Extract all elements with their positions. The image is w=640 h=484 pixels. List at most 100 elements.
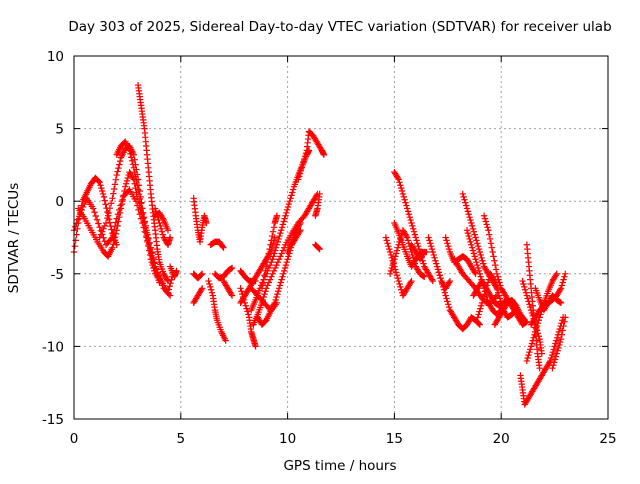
data-point: [557, 299, 565, 307]
data-point: [482, 288, 489, 295]
data-point: [296, 221, 303, 228]
data-point: [495, 276, 502, 283]
data-point: [476, 308, 483, 315]
data-point: [133, 177, 140, 185]
data-point: [119, 196, 126, 203]
data-point: [285, 253, 292, 260]
data-point: [552, 353, 560, 360]
data-point: [478, 254, 485, 262]
data-point: [95, 220, 102, 227]
data-point: [114, 222, 121, 230]
data-point: [520, 280, 527, 288]
data-point: [474, 264, 482, 272]
data-point: [269, 270, 276, 277]
data-point: [297, 167, 305, 174]
data-point: [483, 285, 490, 292]
x-axis-label: GPS time / hours: [283, 458, 396, 474]
data-point: [283, 209, 290, 217]
data-point: [469, 225, 477, 232]
data-point: [123, 177, 131, 185]
data-point: [127, 150, 134, 158]
data-point: [130, 164, 138, 172]
data-point: [207, 286, 215, 293]
data-point: [396, 179, 403, 186]
data-point: [280, 270, 287, 277]
data-point: [159, 215, 167, 222]
data-point: [392, 253, 399, 260]
series-track-49: [532, 285, 565, 314]
data-point: [261, 272, 268, 279]
data-point: [524, 354, 531, 362]
data-point: [96, 234, 103, 241]
data-point: [495, 292, 503, 299]
data-point: [550, 359, 558, 366]
data-point: [557, 335, 565, 343]
data-point: [273, 299, 281, 307]
data-point: [273, 241, 281, 248]
data-point: [559, 279, 566, 286]
data-point: [269, 256, 276, 263]
data-point: [282, 261, 290, 269]
data-point: [475, 267, 483, 275]
series-track-19: [237, 267, 259, 285]
data-point: [134, 182, 141, 189]
data-point: [266, 276, 274, 283]
data-point: [492, 261, 499, 269]
data-point: [382, 234, 390, 241]
data-point: [252, 277, 259, 285]
data-point: [91, 209, 98, 216]
data-point: [466, 235, 473, 243]
data-point: [316, 245, 323, 253]
series-track-05: [113, 138, 159, 277]
data-point: [486, 235, 494, 243]
data-point: [463, 227, 471, 234]
data-point: [556, 341, 563, 349]
data-point: [445, 303, 453, 311]
data-point: [107, 200, 115, 207]
data-point: [264, 254, 272, 262]
data-point: [72, 237, 79, 244]
data-point: [121, 187, 128, 195]
data-point: [524, 295, 531, 302]
data-point: [397, 283, 404, 291]
data-point: [295, 173, 303, 180]
data-point: [394, 274, 402, 282]
data-point: [276, 282, 284, 289]
data-point: [434, 266, 442, 273]
data-point: [245, 311, 252, 318]
data-point: [392, 266, 399, 273]
data-point: [122, 183, 129, 190]
data-point: [493, 270, 501, 277]
data-point: [525, 351, 532, 359]
data-point: [228, 290, 235, 298]
data-point: [486, 231, 493, 238]
data-point: [547, 354, 555, 362]
data-point: [464, 229, 472, 237]
data-point: [268, 237, 275, 244]
data-point: [398, 187, 406, 195]
data-point: [444, 240, 451, 247]
data-point: [95, 178, 102, 185]
data-point: [111, 234, 119, 241]
data-point: [523, 357, 531, 365]
data-point: [164, 227, 172, 234]
data-point: [470, 228, 478, 235]
data-point: [527, 346, 534, 353]
data-point: [101, 197, 108, 204]
data-point: [134, 186, 142, 193]
series-track-12: [190, 285, 206, 307]
data-point: [462, 199, 469, 206]
data-point: [468, 244, 476, 251]
data-point: [559, 327, 566, 334]
x-tick-label: 25: [599, 431, 616, 447]
data-point: [268, 273, 275, 280]
data-point: [96, 179, 103, 186]
data-point: [79, 203, 87, 211]
data-point: [469, 247, 477, 254]
data-point: [145, 247, 153, 254]
data-point: [277, 229, 284, 237]
y-axis-label: SDTVAR / TECUs: [6, 183, 22, 293]
data-point: [126, 147, 133, 154]
data-point: [122, 180, 130, 187]
data-point: [138, 199, 145, 206]
